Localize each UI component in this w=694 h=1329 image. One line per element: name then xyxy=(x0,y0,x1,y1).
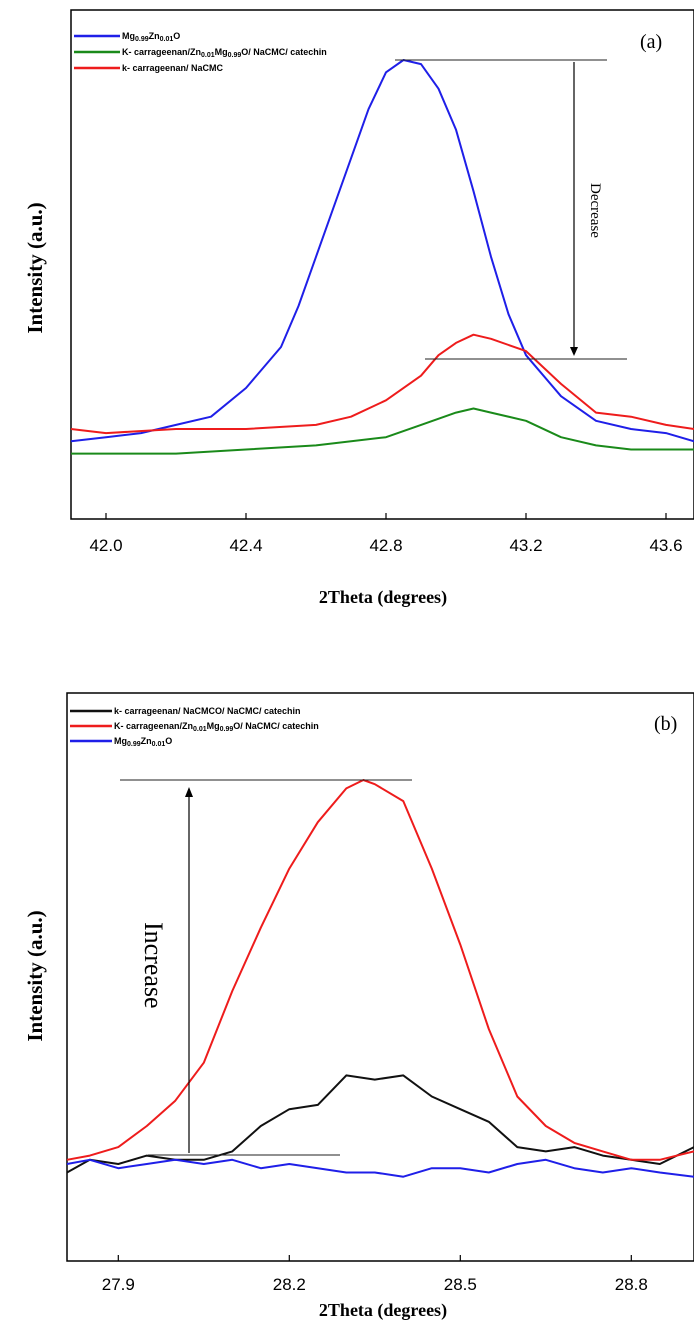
panel-b-x-ticks: 27.9 28.2 28.5 28.8 xyxy=(102,1255,648,1294)
panel-b-series-line-2 xyxy=(66,779,694,1161)
panel-a-label: (a) xyxy=(640,31,662,53)
panel-a-series-line-1 xyxy=(70,59,694,443)
panel-a-x-tick-label: 43.6 xyxy=(649,536,682,555)
panel-a-legend-label-1: Mg0.99Zn0.01O xyxy=(122,31,180,43)
panel-a-x-axis-title: 2Theta (degrees) xyxy=(319,587,447,608)
panel-b-legend-label-1: k- carrageenan/ NaCMCO/ NaCMC/ catechin xyxy=(114,706,301,716)
panel-b-x-tick-label: 28.2 xyxy=(273,1275,306,1294)
panel-b-frame xyxy=(66,692,694,1262)
panel-a-legend-label-2: K- carrageenan/Zn0.01Mg0.99O/ NaCMC/ cat… xyxy=(122,47,327,59)
panel-a-decrease-arrowhead xyxy=(570,347,578,356)
panel-a-series-line-2 xyxy=(71,407,694,455)
panel-a-decrease-annotation: Decrease xyxy=(587,183,603,238)
panel-b-x-tick-label: 28.8 xyxy=(615,1275,648,1294)
panel-a-legend: Mg0.99Zn0.01O K- carrageenan/Zn0.01Mg0.99… xyxy=(74,31,327,73)
panel-a: 42.0 42.4 42.8 43.2 43.6 Mg0.99Zn0.01O K- car… xyxy=(23,9,694,608)
panel-a-series-lines xyxy=(70,59,694,455)
panel-b-legend-label-2: K- carrageenan/Zn0.01Mg0.99O/ NaCMC/ cat… xyxy=(114,721,319,733)
panel-a-x-tick-label: 42.8 xyxy=(369,536,402,555)
panel-b-y-axis-title: Intensity (a.u.) xyxy=(23,910,47,1041)
panel-b-label: (b) xyxy=(654,713,677,735)
panel-a-x-tick-label: 43.2 xyxy=(509,536,542,555)
panel-a-x-tick-label: 42.4 xyxy=(229,536,262,555)
panel-a-x-ticks: 42.0 42.4 42.8 43.2 43.6 xyxy=(89,513,683,555)
panel-b-x-axis-title: 2Theta (degrees) xyxy=(319,1300,447,1321)
panel-b-x-tick-label: 27.9 xyxy=(102,1275,135,1294)
panel-b-series-lines xyxy=(66,779,694,1178)
panel-b-increase-annotation: Increase xyxy=(139,922,168,1009)
panel-b-legend-label-3: Mg0.99Zn0.01O xyxy=(114,736,172,748)
panel-a-x-tick-label: 42.0 xyxy=(89,536,122,555)
panel-b-increase-arrowhead xyxy=(185,787,193,797)
panel-a-frame xyxy=(70,9,694,520)
panel-a-y-axis-title: Intensity (a.u.) xyxy=(23,202,47,333)
panel-b-series-line-1 xyxy=(66,1074,694,1174)
panel-b-x-tick-label: 28.5 xyxy=(444,1275,477,1294)
panel-a-legend-label-3: k- carrageenan/ NaCMC xyxy=(122,63,224,73)
panel-b: 27.9 28.2 28.5 28.8 k- carrageenan/ NaCMCO/… xyxy=(23,692,694,1321)
panel-b-legend: k- carrageenan/ NaCMCO/ NaCMC/ catechin K… xyxy=(70,706,319,748)
panel-a-series-line-3 xyxy=(70,333,694,435)
panel-b-series-line-3 xyxy=(66,1158,694,1178)
